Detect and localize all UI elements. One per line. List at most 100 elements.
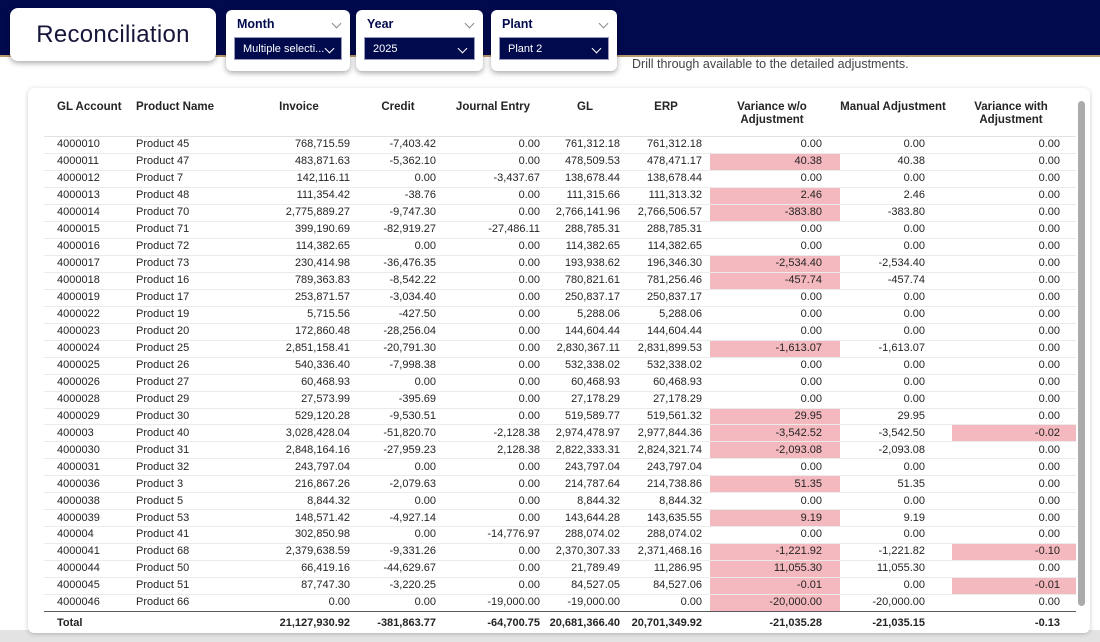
cell-erp[interactable]: 5,288.06: [628, 305, 710, 324]
cell-erp[interactable]: 761,312.18: [646, 138, 702, 151]
cell-product[interactable]: Product 17: [134, 288, 246, 307]
cell-var_with[interactable]: -0.02: [952, 424, 1076, 442]
cell-gl[interactable]: 2,766,141.96: [548, 203, 628, 222]
cell-credit[interactable]: 0.00: [358, 526, 444, 544]
cell-gl_account[interactable]: 4000026: [44, 373, 134, 392]
cell-var_wo[interactable]: 0.00: [710, 288, 840, 307]
cell-product[interactable]: Product 32: [134, 458, 246, 476]
cell-var_with[interactable]: 0.00: [952, 203, 1076, 222]
cell-journal[interactable]: -19,000.00: [444, 594, 548, 612]
cell-product[interactable]: Product 70: [134, 203, 246, 222]
cell-journal[interactable]: 2,128.38: [444, 441, 548, 459]
cell-invoice[interactable]: 148,571.42: [246, 509, 358, 527]
cell-manual[interactable]: -2,093.08: [840, 441, 952, 459]
cell-journal[interactable]: 0.00: [444, 509, 548, 527]
cell-gl[interactable]: 144,604.44: [548, 322, 628, 341]
cell-manual[interactable]: 0.00: [840, 492, 952, 510]
cell-erp[interactable]: 8,844.32: [628, 492, 710, 510]
cell-var_with[interactable]: 0.00: [952, 186, 1076, 205]
month-dropdown[interactable]: Multiple selecti...: [234, 37, 342, 60]
cell-invoice[interactable]: 302,850.98: [246, 526, 358, 544]
cell-invoice[interactable]: 172,860.48: [246, 322, 358, 341]
cell-product[interactable]: Product 41: [134, 526, 246, 544]
cell-journal[interactable]: 0.00: [444, 288, 548, 307]
cell-journal[interactable]: 0.00: [444, 271, 548, 290]
cell-invoice[interactable]: 2,848,164.16: [246, 441, 358, 459]
cell-manual[interactable]: 51.35: [840, 475, 952, 493]
cell-gl_account[interactable]: 4000011: [44, 152, 134, 171]
cell-var_with[interactable]: -0.01: [952, 577, 1076, 595]
cell-var_wo[interactable]: -1,221.92: [710, 543, 840, 561]
cell-credit[interactable]: -38.76: [358, 186, 444, 205]
cell-var_with[interactable]: 0.00: [952, 237, 1076, 256]
cell-gl[interactable]: 478,509.53: [548, 152, 628, 171]
cell-manual[interactable]: 0.00: [840, 305, 952, 324]
cell-var_wo[interactable]: 0.00: [710, 526, 840, 544]
cell-invoice[interactable]: 216,867.26: [246, 475, 358, 493]
cell-gl_account[interactable]: 4000036: [44, 475, 134, 493]
cell-manual[interactable]: 2.46: [840, 186, 952, 205]
column-header-var_with[interactable]: Variance with Adjustment: [952, 92, 1076, 137]
cell-gl[interactable]: 21,789.49: [548, 560, 628, 578]
cell-var_with[interactable]: 0.00: [952, 458, 1076, 476]
cell-erp[interactable]: 84,527.06: [628, 577, 710, 595]
cell-credit[interactable]: -28,256.04: [358, 322, 444, 341]
cell-product[interactable]: Product 29: [134, 390, 246, 408]
cell-gl_account[interactable]: 4000018: [44, 271, 134, 290]
cell-var_with[interactable]: 0.00: [952, 305, 1076, 324]
cell-manual[interactable]: -1,221.82: [840, 543, 952, 561]
cell-journal[interactable]: 0.00: [444, 339, 548, 358]
cell-gl[interactable]: 60,468.93: [548, 373, 628, 392]
cell-gl_account[interactable]: 4000024: [44, 339, 134, 358]
cell-var_with[interactable]: 0.00: [952, 322, 1076, 341]
cell-credit[interactable]: -9,530.51: [358, 407, 444, 425]
chevron-down-icon[interactable]: [465, 20, 473, 28]
cell-credit[interactable]: -36,476.35: [358, 254, 444, 273]
column-header-manual[interactable]: Manual Adjustment: [840, 92, 952, 137]
cell-journal[interactable]: 0.00: [444, 322, 548, 341]
cell-var_wo[interactable]: 0.00: [710, 169, 840, 188]
cell-product[interactable]: Product 51: [134, 577, 246, 595]
cell-credit[interactable]: 0.00: [358, 492, 444, 510]
cell-var_with[interactable]: 0.00: [952, 169, 1076, 188]
cell-manual[interactable]: 11,055.30: [840, 560, 952, 578]
cell-gl_account[interactable]: 4000017: [44, 254, 134, 273]
cell-journal[interactable]: 0.00: [444, 186, 548, 205]
cell-erp[interactable]: 214,738.86: [628, 475, 710, 493]
cell-credit[interactable]: 0.00: [358, 169, 444, 188]
cell-product[interactable]: Product 26: [134, 356, 246, 375]
cell-erp[interactable]: 2,977,844.36: [628, 424, 710, 442]
cell-invoice[interactable]: 230,414.98: [246, 254, 358, 273]
cell-credit[interactable]: -27,959.23: [358, 441, 444, 459]
cell-invoice[interactable]: 2,379,638.59: [246, 543, 358, 561]
cell-var_with[interactable]: 0.00: [952, 152, 1076, 171]
cell-gl_account[interactable]: 4000041: [44, 543, 134, 561]
cell-invoice[interactable]: 399,190.69: [246, 220, 358, 239]
cell-journal[interactable]: 0.00: [444, 305, 548, 324]
cell-product[interactable]: Product 68: [134, 543, 246, 561]
cell-journal[interactable]: 0.00: [444, 203, 548, 222]
cell-var_wo[interactable]: 51.35: [710, 475, 840, 493]
cell-credit[interactable]: 0.00: [358, 594, 444, 612]
cell-gl[interactable]: 2,974,478.97: [548, 424, 628, 442]
cell-gl_account[interactable]: 4000046: [44, 594, 134, 612]
cell-var_wo[interactable]: 40.38: [710, 152, 840, 171]
column-header-product[interactable]: Product Name: [134, 92, 246, 137]
cell-var_wo[interactable]: -0.01: [710, 577, 840, 595]
cell-var_wo[interactable]: -3,542.52: [710, 424, 840, 442]
cell-erp[interactable]: 2,371,468.16: [628, 543, 710, 561]
cell-erp[interactable]: 27,178.29: [628, 390, 710, 408]
cell-credit[interactable]: -395.69: [358, 390, 444, 408]
cell-erp[interactable]: 111,313.32: [628, 186, 710, 205]
cell-credit[interactable]: -4,927.14: [358, 509, 444, 527]
cell-invoice[interactable]: 540,336.40: [246, 356, 358, 375]
cell-product[interactable]: Product 30: [134, 407, 246, 425]
cell-journal[interactable]: 0.00: [518, 138, 540, 151]
cell-product[interactable]: Product 72: [134, 237, 246, 256]
cell-var_with[interactable]: 0.00: [952, 220, 1076, 239]
cell-credit[interactable]: -5,362.10: [358, 152, 444, 171]
cell-erp[interactable]: 519,561.32: [628, 407, 710, 425]
cell-manual[interactable]: 29.95: [840, 407, 952, 425]
cell-gl_account[interactable]: 4000013: [44, 186, 134, 205]
cell-var_with[interactable]: 0.00: [952, 390, 1076, 408]
